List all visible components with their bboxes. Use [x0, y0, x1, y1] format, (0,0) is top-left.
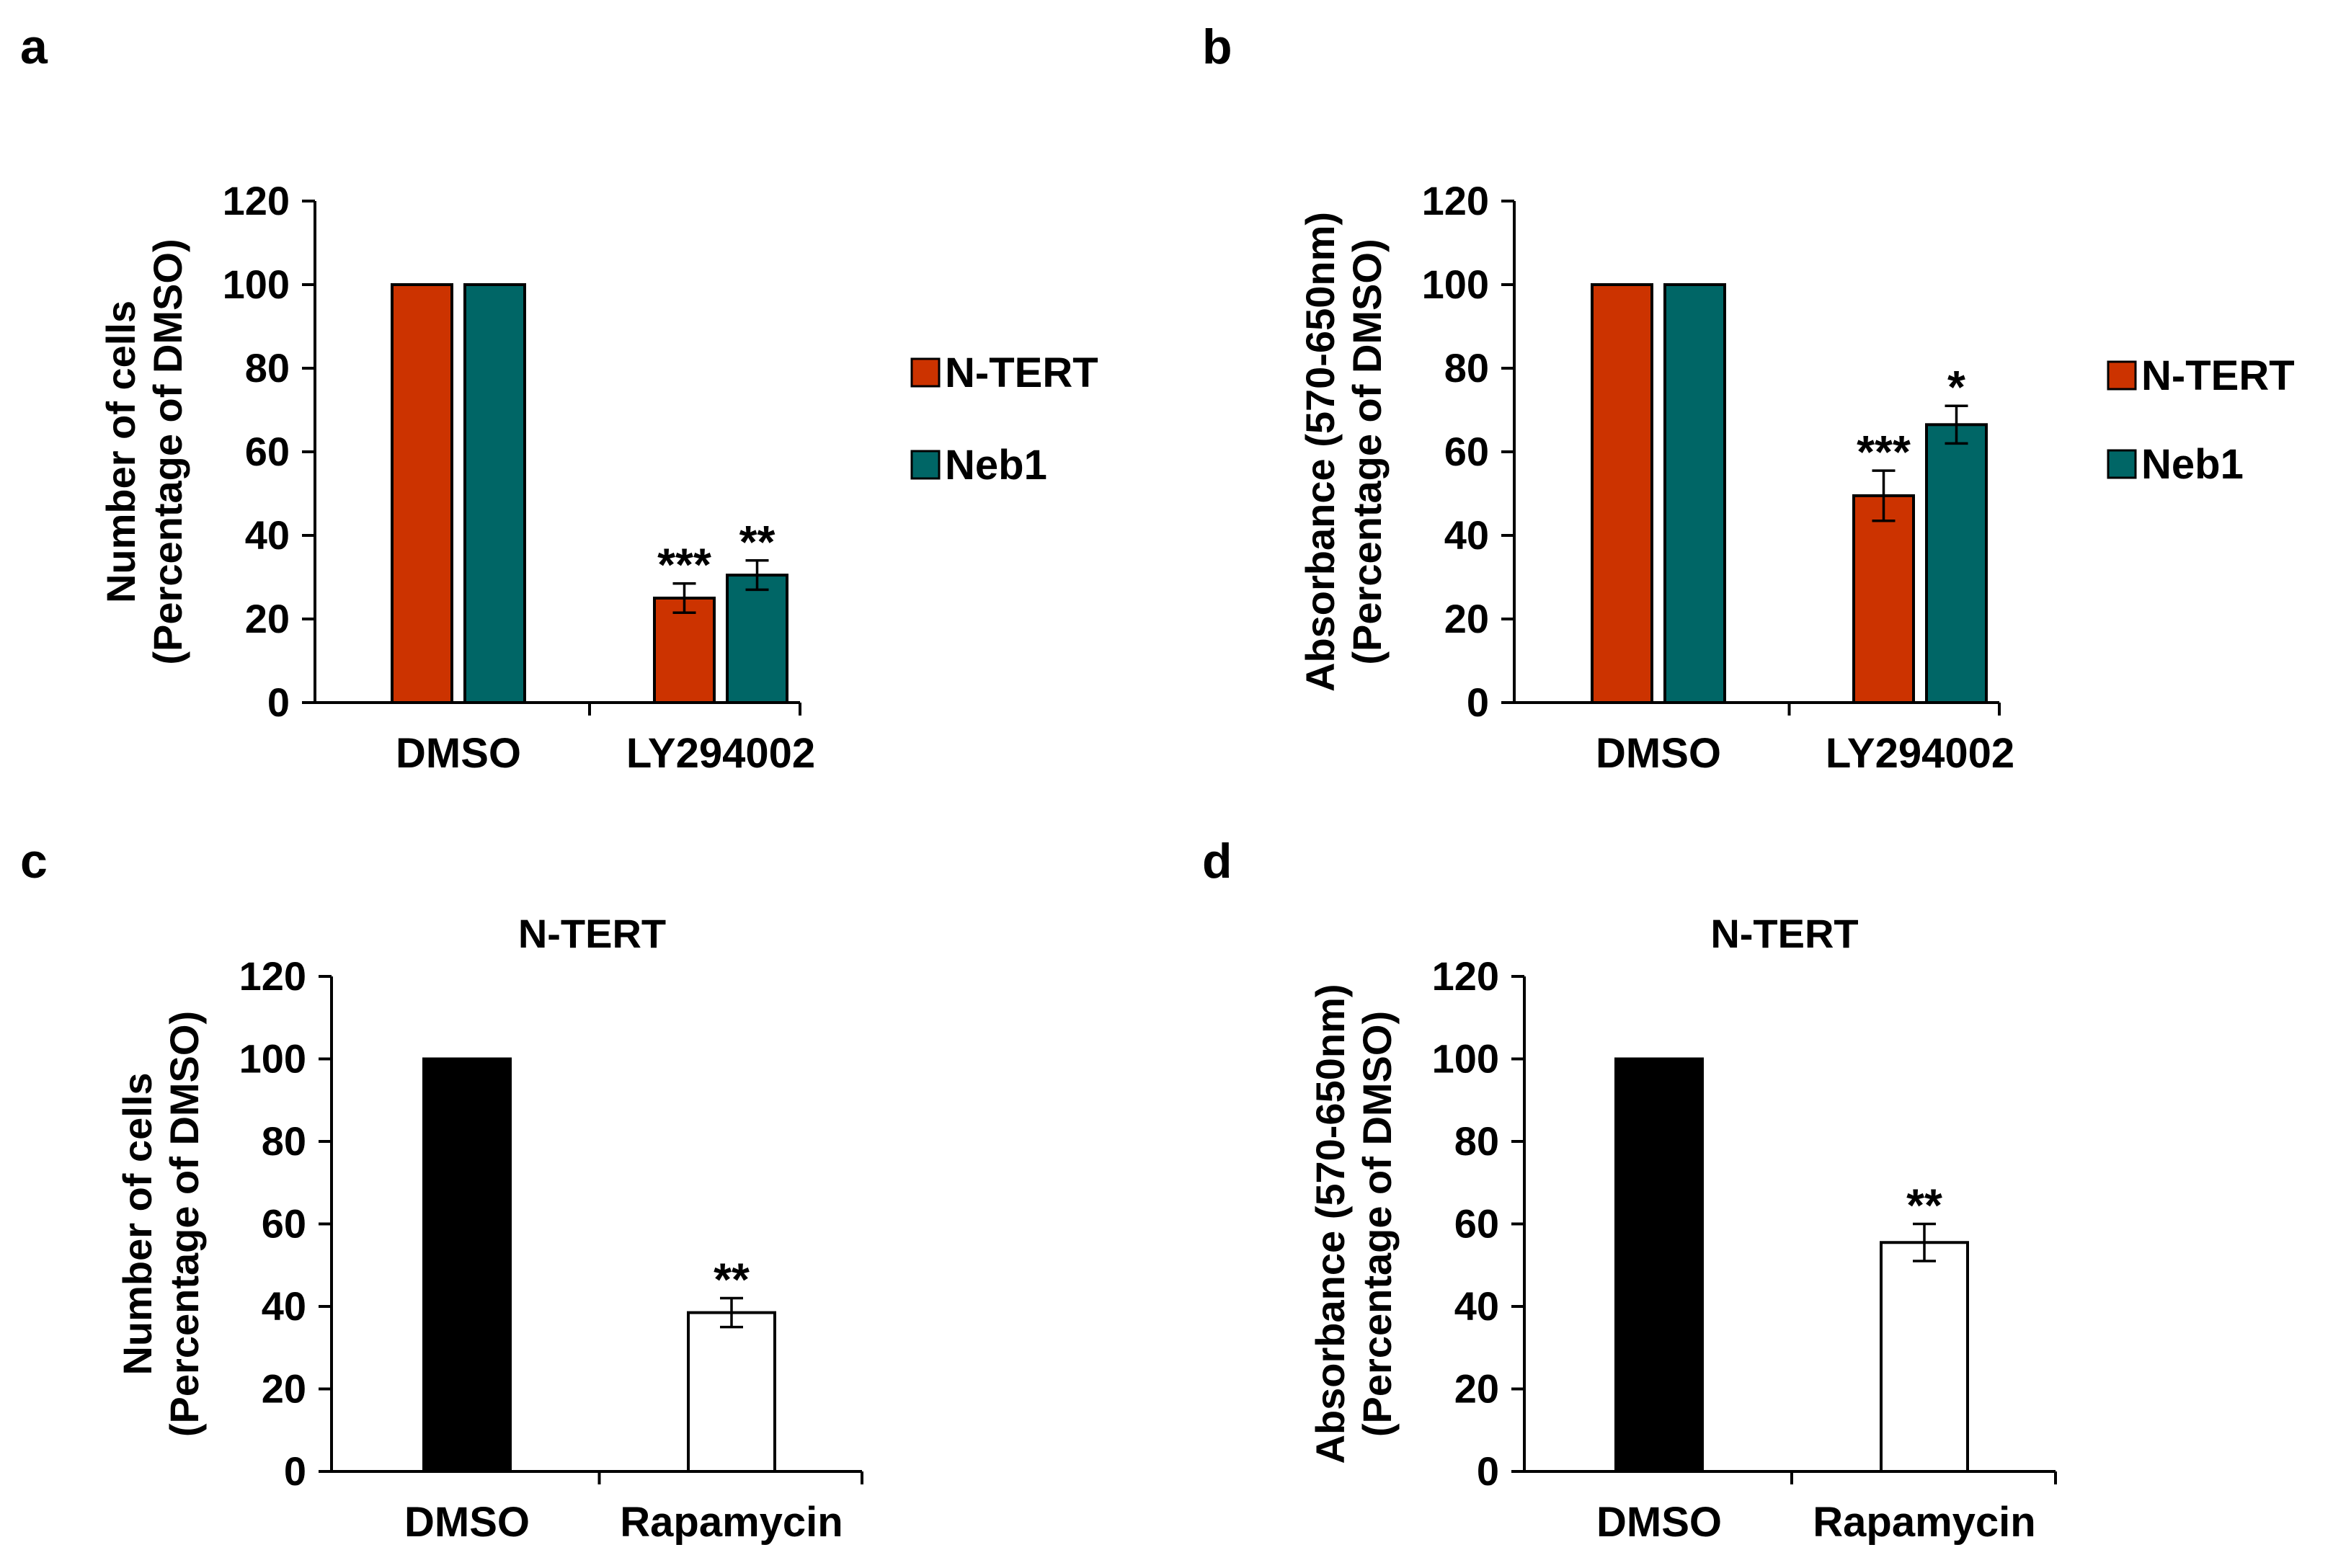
y-axis-label-a-2: (Percentage of DMSO) [145, 239, 190, 664]
y-axis-label-b-2: (Percentage of DMSO) [1344, 239, 1390, 664]
panel-label-b: b [1202, 19, 1232, 74]
legend-label-b-1: Neb1 [2141, 441, 2244, 488]
y-tick-label-a: 60 [245, 429, 290, 474]
panel-c: c N-TERT Number of cells (Percentage of DMS… [0, 814, 1182, 1568]
chart-a-svg: a Number of cells (Percentage of DMSO) 0 20 4… [20, 19, 1098, 777]
y-tick-label-b: 20 [1444, 596, 1489, 641]
bar-d-series-0 [1614, 1057, 1704, 1473]
significance-label-c: ** [714, 1254, 750, 1306]
legend-label-a-0: N-TERT [945, 349, 1098, 396]
y-tick-label-a: 20 [245, 596, 290, 641]
y-tick-label-b: 0 [1467, 680, 1489, 725]
chart-title-d: N-TERT [1710, 911, 1858, 956]
x-tick-label-c: DMSO [404, 1499, 530, 1546]
y-tick-label-c: 60 [262, 1201, 306, 1247]
x-tick-label-c: Rapamycin [620, 1499, 843, 1546]
panel-d: d N-TERT Absorbance (570-650nm) (Percentage… [1182, 814, 2333, 1568]
y-tick-label-c: 80 [262, 1118, 306, 1164]
y-tick-label-a: 0 [267, 680, 290, 725]
x-tick-label-d: DMSO [1596, 1499, 1722, 1546]
y-tick-label-a: 100 [223, 262, 290, 307]
x-tick-label-a: LY294002 [626, 730, 815, 777]
significance-label-b: *** [1857, 426, 1911, 478]
bar-c-series-1 [687, 1311, 776, 1474]
chart-b-svg: b Absorbance (570-650nm) (Percentage of DM… [1202, 19, 2295, 777]
significance-label-a: *** [657, 539, 711, 591]
y-tick-label-a: 40 [245, 512, 290, 558]
chart-c-svg: c N-TERT Number of cells (Percentage of DMS… [20, 834, 863, 1546]
significance-label-b: * [1947, 361, 1965, 413]
y-tick-label-d: 40 [1454, 1283, 1499, 1329]
chart-title-c: N-TERT [518, 911, 666, 956]
panel-b: b Absorbance (570-650nm) (Percentage of DM… [1182, 0, 2333, 818]
legend-swatch-a-1 [910, 450, 941, 480]
bar-b-neb1-0 [1663, 283, 1726, 704]
y-tick-label-b: 40 [1444, 512, 1489, 558]
bar-b-neb1-1 [1925, 423, 1988, 704]
bar-d-series-1 [1880, 1241, 1969, 1473]
y-axis-label-b-1: Absorbance (570-650nm) [1297, 212, 1343, 692]
y-axis-label-a-1: Number of cells [98, 300, 143, 603]
y-tick-label-d: 80 [1454, 1118, 1499, 1164]
legend-swatch-b-1 [2107, 449, 2137, 479]
y-tick-label-d: 60 [1454, 1201, 1499, 1247]
y-axis-label-c-1: Number of cells [115, 1072, 160, 1375]
x-tick-label-d: Rapamycin [1813, 1499, 2035, 1546]
x-tick-label-a: DMSO [396, 730, 521, 777]
legend-label-a-1: Neb1 [945, 442, 1047, 489]
x-tick-label-b: DMSO [1596, 730, 1721, 777]
y-tick-label-c: 20 [262, 1366, 306, 1412]
x-tick-label-b: LY294002 [1826, 730, 2014, 777]
legend-swatch-b-0 [2107, 360, 2137, 391]
y-tick-label-d: 100 [1432, 1036, 1499, 1082]
panel-label-d: d [1202, 834, 1232, 888]
y-tick-label-d: 0 [1477, 1448, 1499, 1494]
chart-d-svg: d N-TERT Absorbance (570-650nm) (Percentage… [1202, 834, 2057, 1546]
y-tick-label-b: 100 [1422, 262, 1489, 307]
y-tick-label-c: 0 [284, 1448, 306, 1494]
y-tick-label-a: 120 [223, 178, 290, 223]
bar-a-n-tert-0 [391, 283, 453, 704]
y-tick-label-b: 60 [1444, 429, 1489, 474]
y-tick-label-c: 100 [239, 1036, 306, 1082]
y-tick-label-d: 20 [1454, 1366, 1499, 1412]
bar-c-series-0 [422, 1057, 512, 1473]
bar-b-n-tert-0 [1591, 283, 1653, 704]
panel-label-a: a [20, 19, 48, 74]
y-tick-label-b: 120 [1422, 178, 1489, 223]
y-tick-label-c: 40 [262, 1283, 306, 1329]
panel-label-c: c [20, 834, 48, 888]
y-tick-label-c: 120 [239, 953, 306, 999]
y-axis-label-d-2: (Percentage of DMSO) [1354, 1011, 1400, 1437]
y-tick-label-b: 80 [1444, 345, 1489, 391]
y-axis-label-c-2: (Percentage of DMSO) [161, 1011, 207, 1437]
bar-b-n-tert-1 [1852, 494, 1915, 705]
significance-label-d: ** [1906, 1180, 1942, 1231]
y-tick-label-d: 120 [1432, 953, 1499, 999]
bar-a-n-tert-1 [653, 597, 716, 704]
bar-a-neb1-1 [726, 574, 788, 704]
legend-swatch-a-0 [910, 357, 941, 388]
y-tick-label-a: 80 [245, 345, 290, 391]
significance-label-a: ** [739, 516, 776, 568]
panel-a: a Number of cells (Percentage of DMSO) 0 20 4… [0, 0, 1182, 818]
legend-label-b-0: N-TERT [2141, 352, 2295, 399]
y-axis-label-d-1: Absorbance (570-650nm) [1307, 984, 1353, 1464]
bar-a-neb1-0 [463, 283, 526, 704]
